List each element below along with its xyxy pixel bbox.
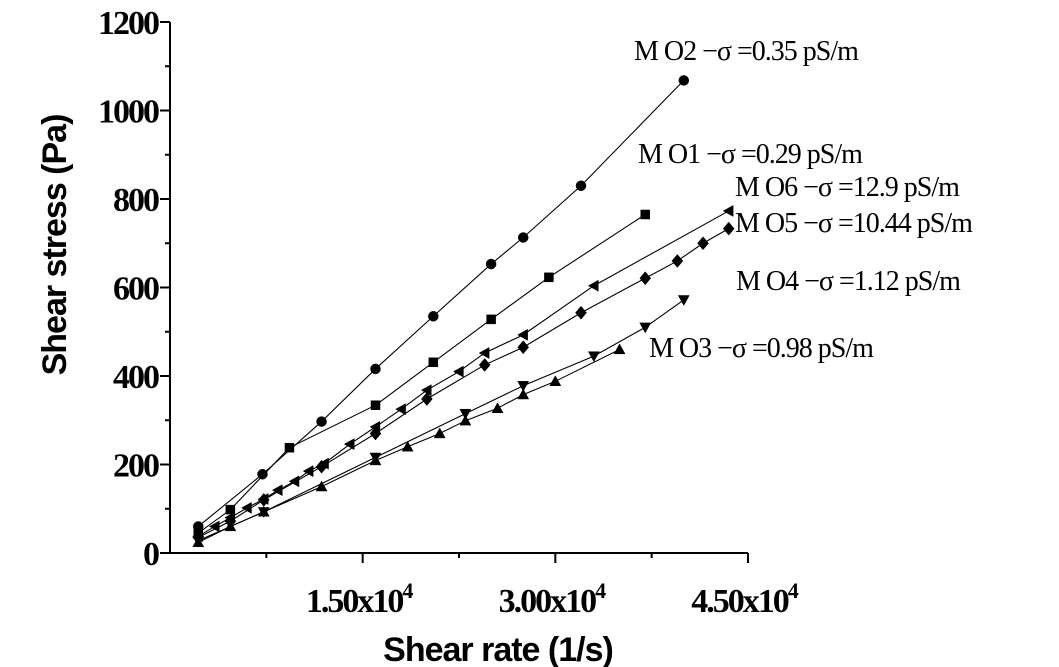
- data-point-mo1: [284, 442, 295, 453]
- data-point-mo3: [257, 505, 270, 517]
- x-tick-label: 3.00x104: [499, 578, 607, 620]
- x-axis-title: Shear rate (1/s): [383, 631, 613, 667]
- data-point-mo6: [452, 365, 464, 378]
- y-tick-label: 600: [113, 271, 159, 308]
- x-tick-label: 1.50x104: [306, 578, 414, 620]
- data-point-mo6: [478, 347, 490, 359]
- data-point-mo2: [257, 468, 268, 480]
- data-point-mo3: [433, 427, 446, 439]
- data-point-mo2: [316, 416, 327, 427]
- y-tick-label: 400: [113, 359, 159, 396]
- x-tick-mantissa: 4.50x10: [691, 583, 789, 620]
- x-tick-mantissa: 3.00x10: [499, 583, 597, 620]
- x-tick-label: 4.50x104: [691, 578, 799, 620]
- data-point-mo3: [369, 454, 382, 466]
- data-point-mo2: [428, 311, 439, 322]
- data-point-mo6: [241, 501, 252, 514]
- data-point-mo1: [486, 314, 496, 325]
- y-axis-title: Shear stress (Pa): [36, 115, 74, 376]
- data-point-mo3: [224, 520, 237, 532]
- data-point-mo3: [517, 388, 530, 400]
- data-point-mo4: [677, 295, 690, 306]
- data-point-mo5: [722, 221, 735, 236]
- data-point-mo5: [369, 426, 382, 441]
- data-point-mo1: [428, 357, 439, 368]
- y-tick-label: 1200: [98, 5, 159, 42]
- data-point-mo6: [288, 475, 300, 488]
- series-label-mo4: M O4 −σ =1.12 pS/m: [736, 266, 961, 297]
- data-point-mo2: [678, 75, 690, 86]
- data-point-mo3: [491, 402, 504, 413]
- data-point-mo4: [587, 351, 600, 363]
- data-point-mo1: [640, 209, 650, 220]
- series-line-mo1: [197, 214, 646, 534]
- data-point-mo3: [315, 480, 328, 492]
- series-line-mo3: [198, 348, 620, 543]
- data-point-mo2: [370, 363, 381, 375]
- series-labels: M O2 −σ =0.35 pS/m M O1 −σ =0.29 pS/mM O6…: [634, 36, 974, 364]
- data-point-mo3: [613, 343, 626, 355]
- series-label-mo1: M O1 −σ =0.29 pS/m: [638, 139, 863, 170]
- data-point-mo6: [208, 520, 220, 533]
- data-point-mo6: [271, 484, 283, 497]
- data-point-mo1: [544, 272, 554, 283]
- x-tick-exponent: 4: [402, 578, 413, 603]
- x-tick-exponent: 4: [595, 578, 606, 603]
- data-point-mo1: [370, 400, 381, 410]
- data-point-mo5: [478, 358, 491, 372]
- data-point-mo5: [315, 459, 328, 474]
- data-point-mo4: [639, 322, 652, 334]
- data-point-mo5: [575, 305, 587, 320]
- data-point-mo6: [395, 403, 406, 416]
- data-point-mo4: [459, 408, 472, 420]
- series-label-mo2: M O2 −σ =0.35 pS/m: [634, 36, 859, 67]
- data-point-mo5: [639, 271, 652, 286]
- y-tick-label: 0: [143, 536, 159, 573]
- data-point-mo3: [549, 375, 562, 386]
- series-label-mo3: M O3 −σ =0.98 pS/m: [649, 333, 874, 364]
- data-point-mo6: [722, 205, 734, 217]
- data-point-mo6: [343, 438, 355, 451]
- data-point-mo3: [401, 440, 414, 452]
- x-tick-exponent: 4: [788, 578, 799, 603]
- data-point-mo6: [587, 279, 599, 292]
- series-line-mo4: [198, 299, 685, 542]
- y-tick-label: 800: [113, 182, 159, 219]
- data-point-mo2: [575, 180, 587, 191]
- data-point-mo5: [517, 340, 530, 355]
- data-point-mo3: [459, 414, 472, 426]
- y-tick-label: 200: [113, 448, 159, 485]
- data-point-mo5: [671, 254, 684, 268]
- data-point-mo4: [517, 381, 530, 392]
- data-point-mo6: [517, 328, 528, 341]
- series-line-mo2: [197, 80, 685, 527]
- data-point-mo3: [192, 536, 205, 548]
- series-label-mo5: M O5 −σ =10.44 pS/m: [735, 208, 973, 239]
- series-markers: [192, 75, 735, 548]
- data-point-mo6: [302, 465, 314, 478]
- data-point-mo1: [225, 504, 236, 515]
- data-point-mo2: [485, 258, 497, 270]
- data-point-mo5: [421, 392, 433, 406]
- y-tick-label: 1000: [98, 94, 159, 131]
- data-point-mo2: [517, 232, 529, 243]
- series-label-mo6: M O6 −σ =12.9 pS/m: [735, 172, 960, 203]
- data-point-mo5: [697, 236, 709, 251]
- x-tick-mantissa: 1.50x10: [306, 583, 404, 620]
